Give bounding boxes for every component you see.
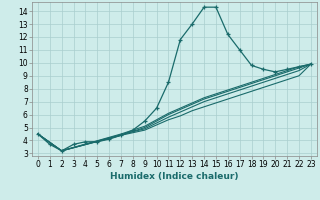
X-axis label: Humidex (Indice chaleur): Humidex (Indice chaleur) [110,172,239,181]
